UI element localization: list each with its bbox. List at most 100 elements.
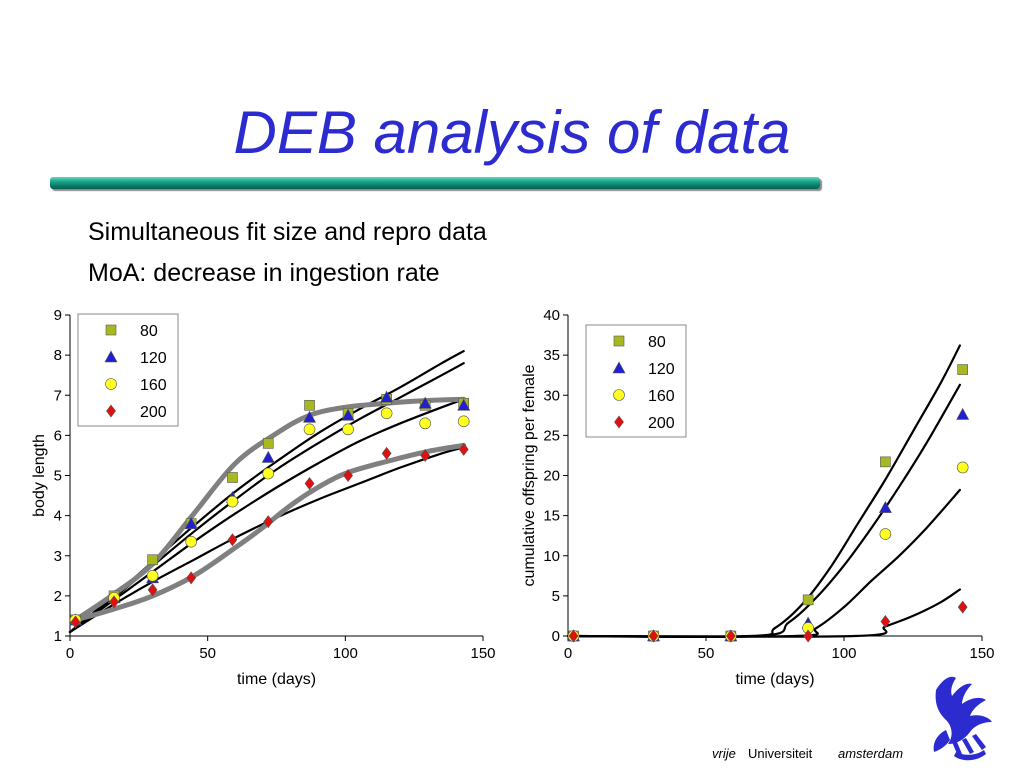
data-point-triangle bbox=[380, 390, 394, 403]
x-tick-label: 50 bbox=[199, 645, 216, 662]
y-tick-label: 0 bbox=[552, 628, 560, 645]
data-point-diamond bbox=[70, 615, 81, 629]
data-markers bbox=[567, 364, 970, 643]
x-axis-label: time (days) bbox=[237, 671, 316, 688]
data-point-circle bbox=[457, 415, 470, 428]
y-tick-label: 1 bbox=[54, 628, 62, 645]
x-tick-label: 100 bbox=[333, 645, 358, 662]
data-point-diamond bbox=[420, 448, 431, 462]
offspring-chart: 0 5 10 15 20 25 30 35 40 0 50 100 150 time (days) cumu… bbox=[521, 307, 995, 688]
data-point-diamond bbox=[343, 469, 353, 482]
data-point-circle bbox=[956, 461, 969, 474]
y-tick-label: 5 bbox=[54, 468, 62, 485]
y-tick-label: 25 bbox=[543, 427, 560, 444]
legend-entry: 200 bbox=[140, 404, 167, 421]
model-fit-curve bbox=[566, 488, 961, 638]
y-tick-label: 35 bbox=[543, 347, 560, 364]
data-point-diamond bbox=[880, 615, 891, 629]
legend-marker-diamond bbox=[614, 415, 624, 429]
y-tick-label: 40 bbox=[543, 307, 560, 324]
title-underline-bar bbox=[50, 177, 820, 189]
legend: 80 120 160 200 bbox=[585, 324, 687, 438]
data-point-diamond bbox=[381, 446, 392, 460]
data-point-triangle bbox=[418, 396, 432, 409]
y-tick-label: 7 bbox=[54, 387, 62, 404]
griffin-emblem-icon bbox=[933, 676, 992, 761]
data-point-circle bbox=[342, 423, 354, 436]
legend-entry: 160 bbox=[648, 388, 675, 405]
data-point-diamond bbox=[109, 595, 119, 609]
y-axis-label: cumulative offspring per female bbox=[521, 364, 538, 586]
data-point-circle bbox=[226, 495, 239, 508]
data-point-circle bbox=[146, 570, 159, 582]
legend-marker-square bbox=[105, 324, 117, 336]
legend-marker-triangle bbox=[612, 361, 626, 374]
data-point-triangle bbox=[457, 398, 471, 411]
x-tick-label: 100 bbox=[831, 645, 856, 662]
logo-word-universiteit: Universiteit bbox=[748, 746, 813, 761]
y-tick-label: 3 bbox=[54, 548, 62, 565]
data-point-diamond bbox=[147, 583, 158, 597]
data-point-triangle bbox=[303, 410, 317, 423]
data-point-triangle bbox=[878, 500, 892, 513]
y-tick-label: 9 bbox=[54, 307, 62, 324]
body-length-chart: 1 2 3 4 5 6 7 8 9 0 50 100 150 time (days) body length… bbox=[31, 307, 496, 688]
legend-marker-square bbox=[613, 335, 625, 347]
data-point-diamond bbox=[458, 442, 469, 456]
y-tick-label: 2 bbox=[54, 588, 62, 605]
y-tick-label: 10 bbox=[543, 548, 560, 565]
data-point-circle bbox=[419, 417, 431, 430]
bullet-text: Simultaneous fit size and repro data bbox=[88, 218, 487, 246]
data-markers bbox=[69, 390, 471, 629]
data-point-circle bbox=[380, 407, 393, 420]
y-tick-label: 5 bbox=[552, 588, 560, 605]
x-tick-label: 0 bbox=[66, 645, 74, 662]
logo-word-vrije: vrije bbox=[712, 746, 736, 761]
data-point-circle bbox=[879, 528, 892, 540]
legend-entry: 80 bbox=[140, 323, 158, 340]
data-point-square bbox=[227, 472, 238, 483]
data-point-square bbox=[957, 364, 968, 375]
legend-entry: 120 bbox=[140, 350, 167, 367]
legend-entry: 160 bbox=[140, 377, 167, 394]
model-fit-curve bbox=[68, 398, 465, 634]
legend-entry: 120 bbox=[648, 361, 675, 378]
data-point-square bbox=[147, 554, 158, 566]
legend-entry: 200 bbox=[648, 415, 675, 432]
y-tick-label: 20 bbox=[543, 468, 560, 485]
data-point-diamond bbox=[304, 477, 315, 491]
y-tick-label: 15 bbox=[543, 508, 560, 525]
legend: 80 120 160 200 bbox=[77, 313, 179, 427]
data-point-diamond bbox=[568, 629, 579, 643]
data-point-diamond bbox=[957, 600, 968, 614]
data-point-triangle bbox=[341, 408, 355, 421]
data-point-triangle bbox=[956, 407, 970, 420]
data-point-circle bbox=[262, 467, 275, 480]
model-fit-curve bbox=[566, 588, 961, 638]
y-axis-label: body length bbox=[31, 434, 48, 517]
x-tick-label: 0 bbox=[564, 645, 572, 662]
y-tick-label: 8 bbox=[54, 347, 62, 364]
legend-marker-circle bbox=[105, 378, 117, 390]
data-point-diamond bbox=[725, 629, 736, 643]
x-tick-label: 150 bbox=[969, 645, 994, 662]
legend-marker-triangle bbox=[104, 350, 118, 363]
x-axis-label: time (days) bbox=[735, 671, 814, 688]
data-point-diamond bbox=[648, 629, 659, 643]
university-logo: vrije Universiteit amsterdam bbox=[712, 676, 992, 761]
y-tick-label: 6 bbox=[54, 427, 62, 444]
x-tick-label: 150 bbox=[470, 645, 495, 662]
legend-entry: 80 bbox=[648, 334, 666, 351]
bullet-text: MoA: decrease in ingestion rate bbox=[88, 259, 440, 287]
legend-marker-diamond bbox=[106, 404, 116, 418]
data-point-circle bbox=[303, 423, 316, 436]
x-tick-label: 50 bbox=[698, 645, 715, 662]
data-point-diamond bbox=[803, 629, 813, 643]
data-point-circle bbox=[185, 535, 197, 548]
data-point-diamond bbox=[263, 515, 274, 529]
y-tick-label: 30 bbox=[543, 387, 560, 404]
data-point-square bbox=[262, 438, 274, 449]
data-point-diamond bbox=[186, 571, 197, 585]
data-point-triangle bbox=[261, 450, 275, 463]
fit-curves bbox=[68, 350, 467, 634]
